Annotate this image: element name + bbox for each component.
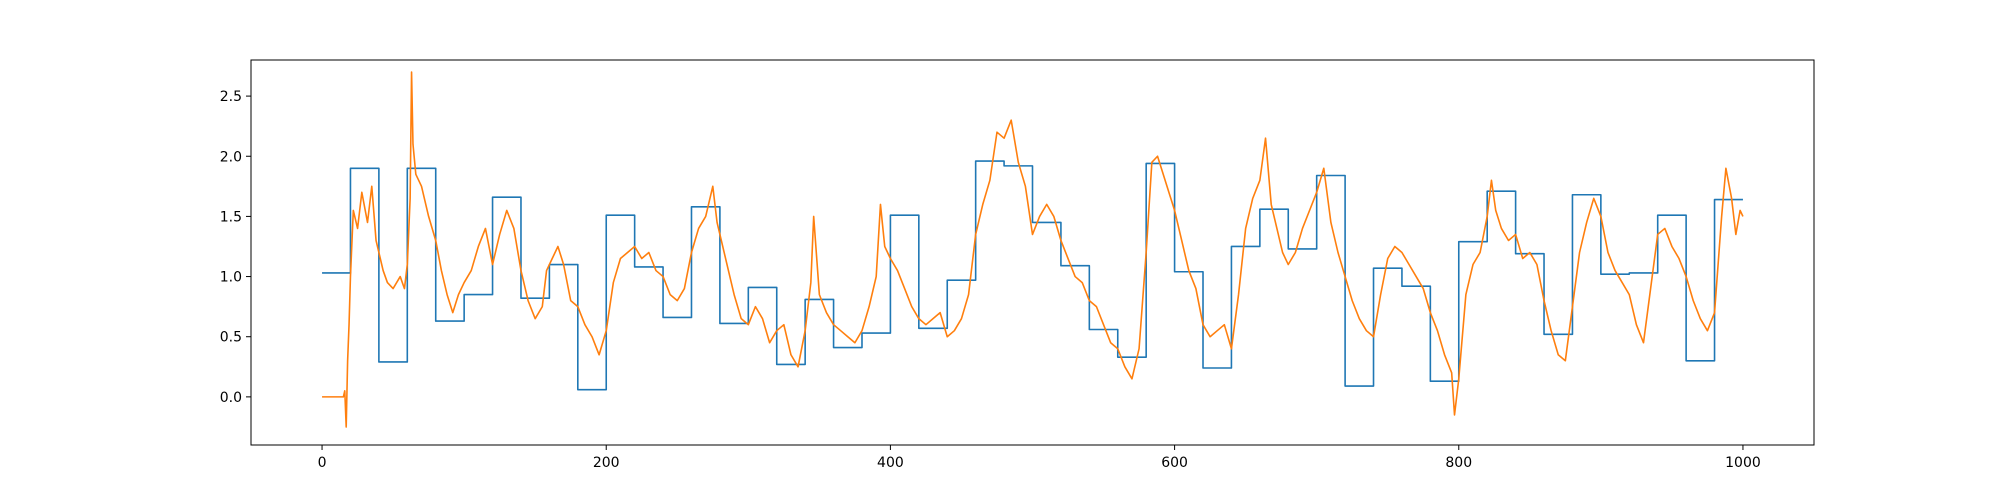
y-axis: 0.0 0.5 1.0 1.5 2.0 2.5 (220, 89, 251, 406)
x-tick-label: 1000 (1725, 455, 1761, 471)
x-tick-label: 400 (877, 455, 904, 471)
series-2-line (322, 71, 1744, 428)
x-tick-label: 0 (318, 455, 327, 471)
y-tick-label: 1.0 (220, 270, 242, 286)
x-tick-label: 800 (1445, 455, 1472, 471)
y-tick-label: 2.5 (220, 89, 242, 105)
y-tick-label: 1.5 (220, 209, 242, 225)
y-tick-label: 0.0 (220, 390, 242, 406)
x-axis: 0 200 400 600 800 1000 (318, 445, 1761, 471)
x-tick-label: 600 (1161, 455, 1188, 471)
plot-area (322, 71, 1744, 428)
y-tick-label: 2.0 (220, 149, 242, 165)
x-tick-label: 200 (593, 455, 620, 471)
plot-frame (250, 59, 1815, 446)
y-tick-label: 0.5 (220, 330, 242, 346)
